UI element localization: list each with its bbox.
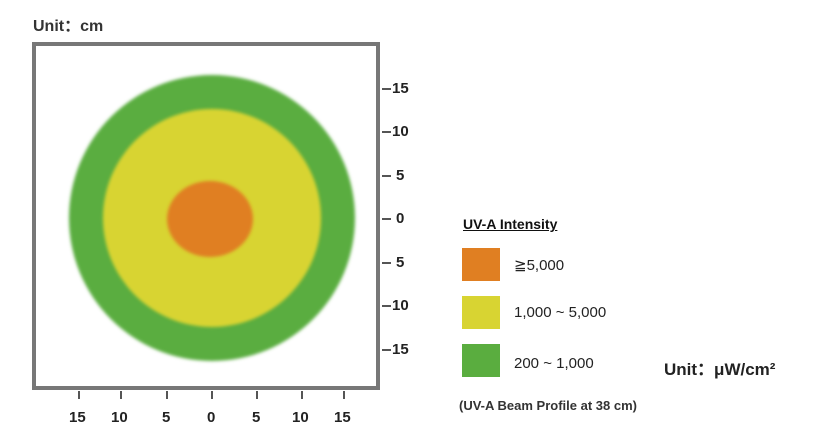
x-tick-mark — [343, 391, 345, 399]
y-tick-label: 15 — [392, 341, 409, 358]
y-tick-mark — [382, 262, 391, 264]
x-tick-label: 10 — [111, 409, 128, 426]
beam-profile-caption: (UV-A Beam Profile at 38 cm) — [459, 398, 637, 413]
legend-swatch-yellow — [462, 296, 500, 329]
x-tick-label: 15 — [334, 409, 351, 426]
y-tick-mark — [382, 305, 391, 307]
y-tick-label: 5 — [396, 167, 405, 184]
x-tick-label: 5 — [162, 409, 171, 426]
y-tick-label: 10 — [392, 123, 409, 140]
legend-label-medium: 1,000 ~ 5,000 — [514, 304, 607, 321]
y-tick-mark — [382, 131, 391, 133]
y-tick-mark — [382, 175, 391, 177]
unit-label-cm: Unit：cm — [33, 18, 104, 35]
x-tick-mark — [166, 391, 168, 399]
legend-label-low: 200 ~ 1,000 — [514, 355, 594, 372]
y-tick-label: 10 — [392, 297, 409, 314]
legend-title: UV-A Intensity — [463, 216, 558, 232]
legend-swatch-orange — [462, 248, 500, 281]
unit-label-intensity: Unit：μW/cm² — [664, 360, 776, 379]
y-tick-mark — [382, 218, 391, 220]
y-tick-label: 0 — [396, 210, 405, 227]
x-tick-mark — [78, 391, 80, 399]
x-tick-label: 15 — [69, 409, 86, 426]
x-tick-mark — [211, 391, 213, 399]
y-tick-mark — [382, 349, 391, 351]
x-tick-label: 5 — [252, 409, 261, 426]
x-tick-label: 10 — [292, 409, 309, 426]
y-tick-mark — [382, 88, 391, 90]
x-tick-mark — [120, 391, 122, 399]
y-tick-label: 5 — [396, 254, 405, 271]
y-tick-label: 15 — [392, 80, 409, 97]
x-tick-mark — [256, 391, 258, 399]
x-tick-mark — [301, 391, 303, 399]
ring-orange-core — [167, 181, 253, 257]
x-tick-label: 0 — [207, 409, 216, 426]
legend-label-high: ≧5,000 — [514, 257, 565, 274]
legend-swatch-green — [462, 344, 500, 377]
